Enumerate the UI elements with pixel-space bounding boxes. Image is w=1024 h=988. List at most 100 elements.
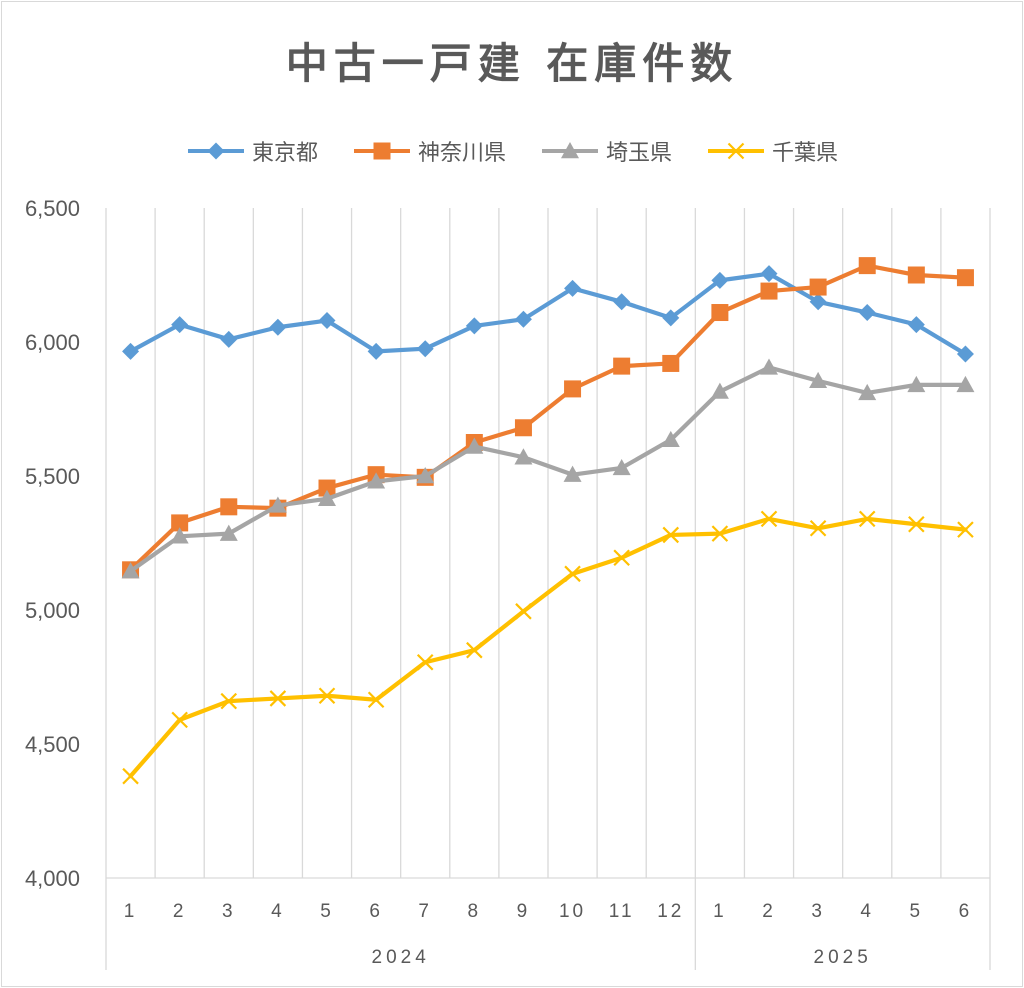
data-point xyxy=(171,514,189,532)
data-point xyxy=(219,524,238,541)
x-tick-label: 2 xyxy=(762,901,776,922)
legend-label: 神奈川県 xyxy=(417,141,506,166)
chart-title: 中古一戸建 在庫件数 xyxy=(285,39,739,88)
data-point xyxy=(220,330,238,348)
data-point xyxy=(662,309,680,327)
data-point xyxy=(907,266,925,284)
legend-marker xyxy=(373,142,391,160)
x-tick-label: 3 xyxy=(811,901,825,922)
legend-marker xyxy=(727,142,745,160)
data-point xyxy=(809,293,827,311)
data-point xyxy=(956,375,975,393)
data-point xyxy=(613,293,631,311)
data-point xyxy=(318,479,336,497)
data-point xyxy=(613,549,630,567)
data-point xyxy=(908,515,925,533)
x-tick-label: 12 xyxy=(657,901,684,922)
legend-item: 埼玉県 xyxy=(540,135,672,167)
data-point xyxy=(466,641,483,659)
legend-item: 東京都 xyxy=(186,135,318,167)
data-point xyxy=(711,525,729,542)
x-tick-label: 6 xyxy=(959,901,973,922)
legend-swatch xyxy=(187,142,244,160)
data-point xyxy=(269,690,287,707)
x-tick-label: 4 xyxy=(271,901,285,922)
data-point xyxy=(416,467,435,484)
x-tick-label: 7 xyxy=(418,901,432,922)
legend-swatch xyxy=(353,142,410,160)
legend-swatch xyxy=(708,142,765,160)
series-line xyxy=(128,516,968,779)
data-point xyxy=(760,358,778,375)
legend: 東京都 神奈川県 埼玉県 千葉県 xyxy=(0,134,1024,168)
data-point xyxy=(514,310,532,328)
data-point xyxy=(515,603,532,620)
data-point xyxy=(858,383,877,401)
data-point xyxy=(760,282,778,300)
data-point xyxy=(564,380,582,398)
series-3 xyxy=(121,358,975,579)
y-tick-label: 6,000 xyxy=(25,330,80,355)
data-point xyxy=(956,345,974,363)
legend-marker xyxy=(561,142,579,159)
data-point xyxy=(858,257,876,275)
series-line xyxy=(128,271,968,357)
data-point xyxy=(907,316,925,334)
data-point xyxy=(122,342,140,360)
data-point xyxy=(612,458,631,476)
data-point xyxy=(367,342,385,360)
x-tick-label: 9 xyxy=(517,901,531,922)
data-point xyxy=(907,375,926,393)
data-point xyxy=(367,691,385,709)
data-point xyxy=(563,465,582,482)
data-point xyxy=(269,318,287,336)
data-point xyxy=(661,430,680,448)
y-tick-label: 5,000 xyxy=(25,598,80,623)
y-tick-label: 5,500 xyxy=(25,464,80,489)
x-tick-label: 8 xyxy=(468,901,482,922)
legend-item: 神奈川県 xyxy=(352,135,506,167)
x-tick-label: 11 xyxy=(609,901,635,922)
y-tick-label: 4,000 xyxy=(25,866,80,891)
x-tick-label: 10 xyxy=(559,901,586,922)
legend-label: 埼玉県 xyxy=(606,141,673,166)
data-point xyxy=(956,269,974,287)
data-point xyxy=(318,312,336,330)
legend-marker xyxy=(207,142,225,160)
data-point xyxy=(711,304,729,322)
data-point xyxy=(760,510,778,528)
data-point xyxy=(760,265,778,283)
data-point xyxy=(465,317,483,335)
series-line xyxy=(128,365,968,574)
data-point xyxy=(416,653,434,671)
data-point xyxy=(809,371,828,389)
data-point xyxy=(367,472,386,489)
data-point xyxy=(121,562,140,579)
data-point xyxy=(170,527,189,544)
data-point xyxy=(613,357,631,375)
data-point xyxy=(318,489,336,506)
data-point xyxy=(318,687,336,705)
data-point xyxy=(957,521,974,538)
data-point xyxy=(564,565,581,583)
data-point xyxy=(662,354,680,372)
x-tick-label: 4 xyxy=(860,901,874,922)
data-point xyxy=(809,278,827,296)
data-point xyxy=(416,340,434,358)
x-group-label: 2025 xyxy=(814,947,872,968)
x-tick-label: 5 xyxy=(910,901,924,922)
data-point xyxy=(171,316,189,334)
series-1 xyxy=(122,265,974,363)
legend-label: 東京都 xyxy=(251,141,318,166)
data-point xyxy=(171,711,188,729)
data-point xyxy=(858,304,876,322)
x-tick-label: 6 xyxy=(369,901,383,922)
data-point xyxy=(122,767,139,785)
data-point xyxy=(268,496,287,513)
series-4 xyxy=(122,510,974,785)
data-point xyxy=(809,519,827,537)
x-tick-label: 2 xyxy=(173,901,187,922)
data-point xyxy=(710,382,729,399)
